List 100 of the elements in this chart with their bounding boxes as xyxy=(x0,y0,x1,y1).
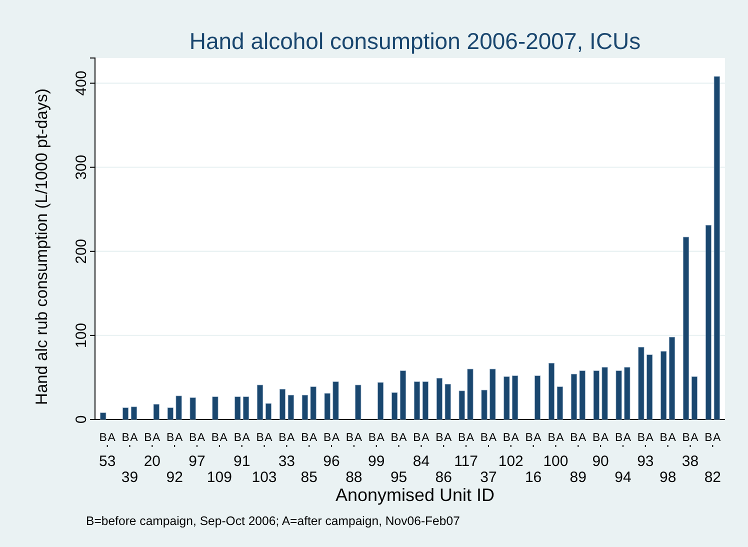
x-tick-label: 99 xyxy=(368,453,385,470)
x-tick-label: 102 xyxy=(498,453,524,470)
text: A xyxy=(220,432,228,444)
text: B xyxy=(122,432,130,444)
bar xyxy=(669,336,676,420)
text: B xyxy=(704,432,712,444)
x-tick-label: 96 xyxy=(323,453,340,470)
text: B xyxy=(188,432,197,444)
text: A xyxy=(646,432,654,444)
chart-title: Hand alcohol consumption 2006-2007, ICUs xyxy=(189,28,641,54)
text: B xyxy=(548,432,556,444)
text: B xyxy=(278,432,286,444)
bar xyxy=(714,76,720,420)
bar xyxy=(414,381,420,420)
text: A xyxy=(444,432,452,444)
bar xyxy=(332,381,339,420)
bar xyxy=(705,225,712,420)
text: A xyxy=(466,432,474,444)
y-tick-label: 400 xyxy=(73,70,90,96)
text: A xyxy=(354,432,362,444)
text: A xyxy=(623,432,632,444)
text: A xyxy=(242,432,250,444)
text: A xyxy=(511,432,519,444)
x-tick-label: 53 xyxy=(98,453,116,470)
x-tick-label: 85 xyxy=(300,469,318,486)
text: B xyxy=(323,432,332,444)
text: A xyxy=(713,432,721,444)
text: B xyxy=(614,432,623,444)
bar xyxy=(436,378,442,420)
x-tick-label: 94 xyxy=(614,469,632,486)
text: A xyxy=(399,432,407,444)
bar xyxy=(616,370,622,420)
y-tick-label: 200 xyxy=(73,238,90,264)
x-tick-label: 93 xyxy=(637,453,654,470)
text: A xyxy=(668,432,676,444)
bar xyxy=(279,389,286,420)
text: B xyxy=(211,432,220,444)
text: A xyxy=(488,432,497,444)
series-label: B xyxy=(256,432,264,444)
x-tick-label: 86 xyxy=(435,469,452,486)
text: B xyxy=(480,432,488,444)
text: B xyxy=(525,432,533,444)
bar xyxy=(288,394,294,420)
text: B xyxy=(436,432,444,444)
text: B xyxy=(413,432,421,444)
x-tick-label: 103 xyxy=(252,469,277,486)
bar xyxy=(378,382,384,420)
x-tick-label: 33 xyxy=(278,453,296,470)
x-tick-label: 95 xyxy=(390,469,408,486)
text: B=before campaign, Sep-Oct 2006; A=after campaign, Nov06-Feb07 xyxy=(86,514,460,528)
y-axis-title: Hand alc rub consumption (L/1000 pt-days) xyxy=(33,88,51,405)
bar xyxy=(512,376,518,420)
bar xyxy=(130,406,137,420)
bar xyxy=(167,408,174,420)
bar xyxy=(310,386,316,420)
bar xyxy=(153,404,160,420)
text: B xyxy=(390,432,398,444)
bar xyxy=(265,403,272,420)
text: B xyxy=(570,432,578,444)
bar xyxy=(324,393,330,420)
x-tick-label: 82 xyxy=(704,469,722,486)
x-tick-label: 109 xyxy=(206,469,232,486)
bar xyxy=(490,368,496,420)
text: A xyxy=(556,432,564,444)
text: A xyxy=(534,432,542,444)
bar xyxy=(100,412,106,420)
bar xyxy=(355,384,362,420)
x-tick-label: 117 xyxy=(454,453,478,470)
bar xyxy=(190,397,196,420)
x-tick-label: 20 xyxy=(144,453,161,470)
bar xyxy=(579,370,586,420)
bar xyxy=(212,396,218,420)
text: A xyxy=(332,432,340,444)
bar xyxy=(683,236,690,420)
text: A xyxy=(578,432,586,444)
x-tick-label: 98 xyxy=(659,469,676,486)
x-tick-label: 37 xyxy=(480,469,497,486)
bar xyxy=(458,390,465,420)
text: A xyxy=(197,432,206,444)
bar xyxy=(548,362,555,420)
bar xyxy=(122,408,129,420)
bar xyxy=(422,381,428,420)
bar xyxy=(593,370,600,420)
bar xyxy=(638,347,644,420)
text: B xyxy=(166,432,174,444)
text: A xyxy=(690,432,698,444)
text: B xyxy=(346,432,354,444)
x-tick-label: 89 xyxy=(570,469,586,486)
bar xyxy=(504,376,510,420)
bar xyxy=(400,370,406,420)
x-tick-label: 92 xyxy=(166,469,183,486)
text: B xyxy=(301,432,309,444)
y-tick-label: 100 xyxy=(73,322,90,348)
bar xyxy=(302,394,308,420)
text: A xyxy=(152,432,160,444)
x-axis-title: Anonymised Unit ID xyxy=(335,485,495,505)
x-tick-label: 84 xyxy=(412,453,430,470)
text: B xyxy=(592,432,600,444)
bar xyxy=(691,376,698,420)
text: A xyxy=(600,432,609,444)
